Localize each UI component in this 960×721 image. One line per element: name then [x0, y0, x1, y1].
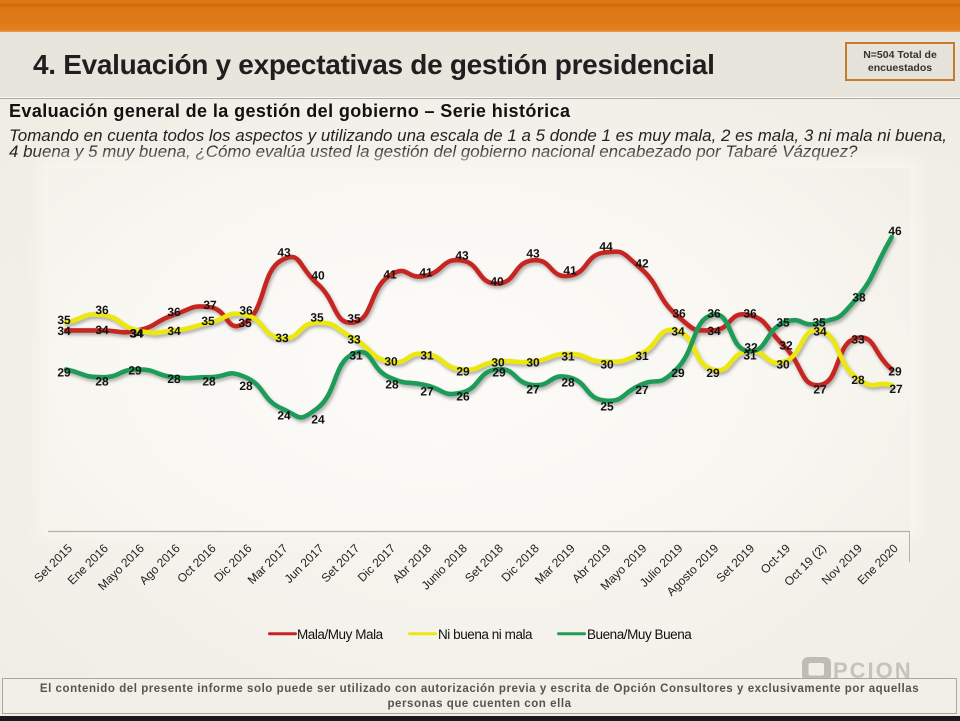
svg-text:34: 34 [130, 327, 144, 341]
svg-text:41: 41 [563, 264, 577, 278]
svg-text:24: 24 [277, 409, 291, 423]
svg-text:29: 29 [57, 366, 71, 380]
svg-text:36: 36 [672, 307, 686, 321]
svg-text:27: 27 [635, 383, 649, 397]
svg-text:29: 29 [128, 364, 142, 378]
svg-text:31: 31 [635, 349, 649, 363]
svg-text:34: 34 [813, 325, 827, 339]
svg-text:35: 35 [310, 311, 324, 325]
svg-text:44: 44 [599, 240, 613, 254]
svg-text:35: 35 [57, 313, 71, 327]
svg-text:30: 30 [384, 355, 398, 369]
svg-text:28: 28 [385, 378, 399, 392]
svg-text:Jun 2017: Jun 2017 [282, 541, 327, 586]
svg-text:32: 32 [744, 341, 758, 355]
svg-text:28: 28 [239, 379, 253, 393]
svg-text:Set 2019: Set 2019 [713, 541, 757, 585]
svg-text:34: 34 [95, 323, 109, 337]
svg-text:25: 25 [600, 400, 614, 414]
svg-text:33: 33 [851, 333, 865, 347]
svg-text:27: 27 [526, 383, 540, 397]
svg-text:37: 37 [203, 298, 217, 312]
svg-text:41: 41 [383, 268, 397, 282]
svg-text:30: 30 [600, 358, 614, 372]
svg-text:40: 40 [490, 275, 504, 289]
svg-text:27: 27 [420, 385, 434, 399]
svg-text:43: 43 [526, 247, 540, 261]
svg-text:34: 34 [167, 324, 181, 338]
svg-text:28: 28 [851, 373, 865, 387]
svg-text:Buena/Muy Buena: Buena/Muy Buena [587, 627, 692, 642]
svg-text:35: 35 [776, 316, 790, 330]
svg-text:34: 34 [671, 325, 685, 339]
svg-text:29: 29 [888, 365, 902, 379]
svg-text:29: 29 [706, 366, 720, 380]
svg-text:36: 36 [239, 304, 253, 318]
svg-text:28: 28 [167, 372, 181, 386]
svg-text:36: 36 [707, 307, 721, 321]
svg-text:46: 46 [888, 224, 902, 238]
svg-text:35: 35 [201, 314, 215, 328]
svg-text:30: 30 [491, 356, 505, 370]
svg-text:35: 35 [812, 316, 826, 330]
svg-text:Ni buena ni mala: Ni buena ni mala [438, 627, 533, 642]
svg-text:28: 28 [95, 375, 109, 389]
svg-text:Mar 2017: Mar 2017 [245, 541, 291, 587]
svg-text:43: 43 [277, 246, 291, 260]
svg-text:32: 32 [779, 339, 793, 353]
svg-text:31: 31 [349, 349, 363, 363]
svg-text:Set 2017: Set 2017 [318, 541, 362, 585]
svg-text:41: 41 [419, 266, 433, 280]
svg-text:30: 30 [526, 356, 540, 370]
svg-text:30: 30 [776, 358, 790, 372]
svg-text:Mala/Muy Mala: Mala/Muy Mala [297, 627, 384, 642]
svg-text:Oct 2016: Oct 2016 [174, 541, 219, 586]
svg-text:42: 42 [635, 257, 649, 271]
svg-text:40: 40 [311, 269, 325, 283]
svg-text:36: 36 [743, 307, 757, 321]
svg-text:27: 27 [813, 383, 827, 397]
svg-text:36: 36 [167, 305, 181, 319]
svg-text:Mar 2019: Mar 2019 [532, 541, 578, 587]
svg-text:35: 35 [347, 312, 361, 326]
svg-text:34: 34 [707, 324, 721, 338]
svg-text:24: 24 [311, 413, 325, 427]
svg-text:36: 36 [95, 303, 109, 317]
svg-text:31: 31 [561, 350, 575, 364]
svg-text:Set 2018: Set 2018 [462, 541, 506, 585]
svg-text:29: 29 [671, 366, 685, 380]
svg-text:26: 26 [456, 390, 470, 404]
svg-text:31: 31 [743, 349, 757, 363]
svg-text:33: 33 [347, 333, 361, 347]
svg-text:29: 29 [492, 366, 506, 380]
svg-text:38: 38 [852, 291, 866, 305]
svg-text:34: 34 [57, 324, 71, 338]
svg-text:29: 29 [456, 365, 470, 379]
svg-text:27: 27 [889, 382, 903, 396]
svg-text:28: 28 [202, 374, 216, 388]
svg-text:43: 43 [455, 249, 469, 263]
svg-text:34: 34 [129, 327, 143, 341]
svg-text:28: 28 [561, 376, 575, 390]
svg-text:35: 35 [238, 316, 252, 330]
svg-text:31: 31 [420, 349, 434, 363]
svg-text:33: 33 [275, 331, 289, 345]
